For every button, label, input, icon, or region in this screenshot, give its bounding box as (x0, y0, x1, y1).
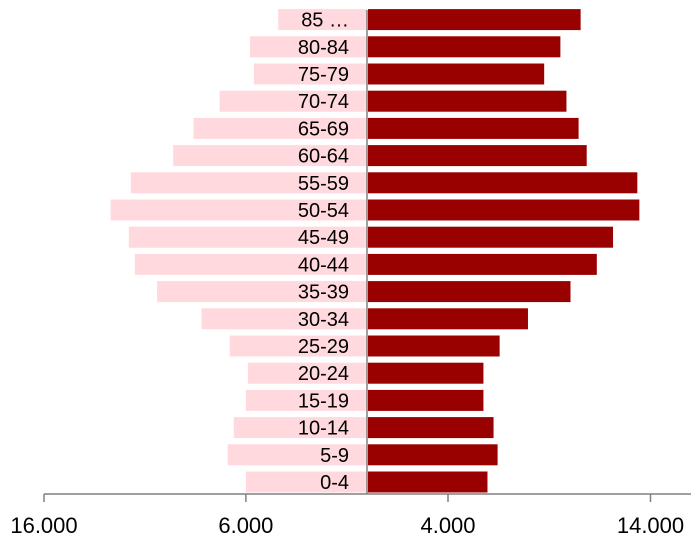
bar-left-65-69 (193, 117, 367, 139)
category-label: 55-59 (298, 173, 349, 195)
bar-left-25-29 (229, 335, 367, 357)
category-label: 5-9 (320, 445, 349, 467)
bar-left-15-19 (245, 389, 367, 411)
bar-right-20-24 (368, 362, 484, 384)
category-label: 85 … (301, 10, 349, 32)
bar-left-55-59 (130, 172, 367, 194)
x-tick-label: 16.000 (10, 513, 77, 538)
category-label: 60-64 (298, 146, 349, 168)
category-label: 35-39 (298, 282, 349, 304)
right-bars (368, 9, 640, 493)
category-label: 20-24 (298, 363, 349, 385)
category-label: 70-74 (298, 91, 349, 113)
bar-left-45-49 (128, 226, 367, 248)
bar-left-80-84 (249, 36, 367, 58)
bar-right-10-14 (368, 417, 494, 439)
x-tick-label: 6.000 (218, 513, 273, 538)
bar-right-35-39 (368, 281, 571, 303)
category-label: 40-44 (298, 254, 349, 276)
category-label: 65-69 (298, 118, 349, 140)
x-tick-label: 14.000 (617, 513, 684, 538)
bar-right-40-44 (368, 253, 597, 275)
category-label: 45-49 (298, 227, 349, 249)
bar-left-10-14 (233, 417, 367, 439)
category-label: 30-34 (298, 309, 349, 331)
bar-right-45-49 (368, 226, 614, 248)
category-label: 15-19 (298, 390, 349, 412)
bar-left-70-74 (219, 90, 367, 112)
bar-right-65-69 (368, 117, 579, 139)
bar-right-25-29 (368, 335, 500, 357)
x-axis-ticks: 16.000 6.000 4.000 14.000 (10, 494, 684, 538)
bar-left-85 (278, 9, 367, 31)
bar-right-60-64 (368, 145, 587, 167)
bar-right-15-19 (368, 389, 484, 411)
bar-left-30-34 (201, 308, 367, 330)
category-label: 80-84 (298, 37, 349, 59)
category-label: 10-14 (298, 418, 349, 440)
bar-right-0-4 (368, 471, 488, 493)
x-tick-label: 4.000 (420, 513, 475, 538)
bar-left-50-54 (110, 199, 368, 221)
bar-left-75-79 (253, 63, 367, 85)
category-label: 25-29 (298, 336, 349, 358)
bar-left-0-4 (245, 471, 367, 493)
category-label: 75-79 (298, 64, 349, 86)
category-label: 0-4 (320, 472, 349, 494)
bar-right-50-54 (368, 199, 640, 221)
bar-left-20-24 (247, 362, 367, 384)
category-label: 50-54 (298, 200, 349, 222)
bar-left-60-64 (173, 145, 367, 167)
category-labels: 0-4 5-9 10-14 15-19 20-24 25-29 30-34 35-39 40-4… (298, 10, 349, 494)
bar-left-40-44 (134, 253, 367, 275)
bar-left-35-39 (157, 281, 367, 303)
bar-left-5-9 (227, 444, 367, 466)
bar-right-85 (368, 9, 581, 31)
bar-right-70-74 (368, 90, 567, 112)
bar-right-5-9 (368, 444, 498, 466)
bar-right-30-34 (368, 308, 528, 330)
left-bars (110, 9, 368, 493)
bar-right-55-59 (368, 172, 638, 194)
bar-right-80-84 (368, 36, 561, 58)
bar-right-75-79 (368, 63, 545, 85)
